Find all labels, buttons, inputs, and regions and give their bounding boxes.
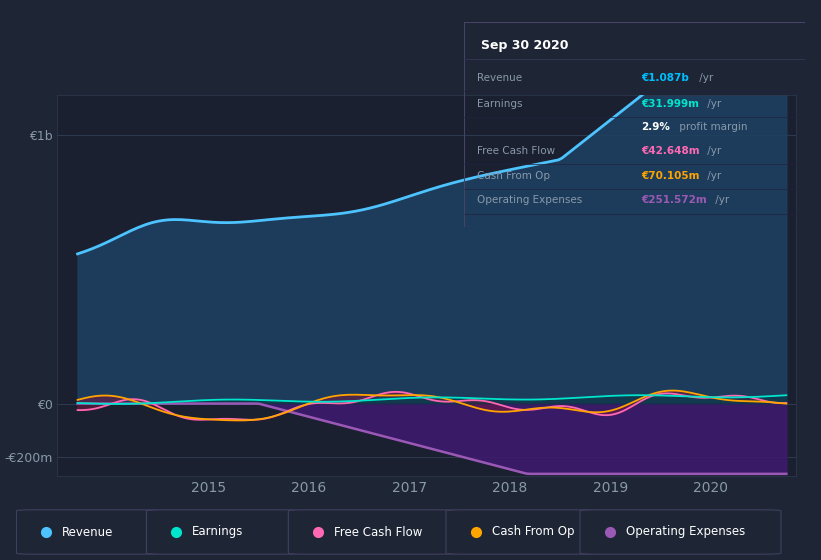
Text: Earnings: Earnings xyxy=(478,99,523,109)
Text: profit margin: profit margin xyxy=(677,122,748,132)
Text: Free Cash Flow: Free Cash Flow xyxy=(478,146,556,156)
FancyBboxPatch shape xyxy=(446,510,599,554)
Text: 2.9%: 2.9% xyxy=(641,122,670,132)
Text: Cash From Op: Cash From Op xyxy=(478,171,551,181)
FancyBboxPatch shape xyxy=(16,510,163,554)
Text: €1.087b: €1.087b xyxy=(641,73,689,82)
Text: €70.105m: €70.105m xyxy=(641,171,699,181)
Text: Operating Expenses: Operating Expenses xyxy=(626,525,745,539)
Text: Revenue: Revenue xyxy=(62,525,113,539)
Text: €31.999m: €31.999m xyxy=(641,99,699,109)
Text: Operating Expenses: Operating Expenses xyxy=(478,195,583,205)
Text: €42.648m: €42.648m xyxy=(641,146,699,156)
Text: /yr: /yr xyxy=(712,195,729,205)
Text: /yr: /yr xyxy=(696,73,713,82)
Text: Earnings: Earnings xyxy=(192,525,244,539)
FancyBboxPatch shape xyxy=(288,510,458,554)
Text: /yr: /yr xyxy=(704,99,721,109)
Text: €251.572m: €251.572m xyxy=(641,195,707,205)
Text: /yr: /yr xyxy=(704,171,721,181)
Text: /yr: /yr xyxy=(704,146,721,156)
Text: Cash From Op: Cash From Op xyxy=(492,525,574,539)
FancyBboxPatch shape xyxy=(146,510,300,554)
FancyBboxPatch shape xyxy=(580,510,781,554)
Text: Free Cash Flow: Free Cash Flow xyxy=(334,525,423,539)
Text: Sep 30 2020: Sep 30 2020 xyxy=(481,39,568,52)
Text: Revenue: Revenue xyxy=(478,73,523,82)
